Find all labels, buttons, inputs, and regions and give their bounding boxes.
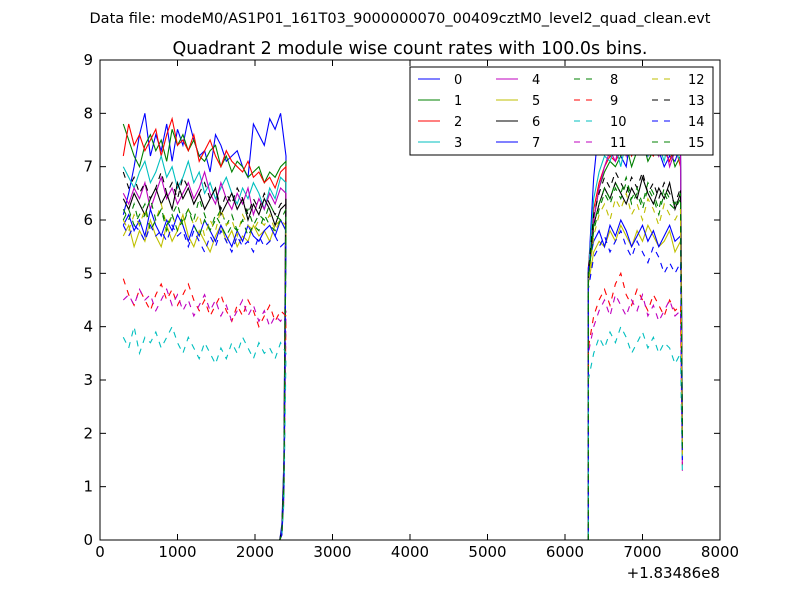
legend-label-13: 13 xyxy=(688,94,705,109)
x-tick-label: 8000 xyxy=(701,543,739,561)
series-layer xyxy=(122,113,683,541)
legend-label-8: 8 xyxy=(610,73,618,88)
series-line-8 xyxy=(122,180,683,541)
legend-label-4: 4 xyxy=(532,73,540,88)
y-tick-label: 9 xyxy=(83,51,93,69)
axis-layer: 0 1000 2000 3000 4000 5000 6000 7000 80000123456… xyxy=(83,51,739,561)
series-line-13 xyxy=(122,170,683,541)
x-tick-label: 4000 xyxy=(391,543,429,561)
chart-title: Quadrant 2 module wise count rates with … xyxy=(173,39,648,59)
y-tick-label: 5 xyxy=(83,264,93,282)
legend-label-7: 7 xyxy=(532,136,540,151)
legend-label-6: 6 xyxy=(532,115,540,130)
legend-label-1: 1 xyxy=(454,94,462,109)
plot-border xyxy=(99,59,721,541)
x-tick-label: 2000 xyxy=(236,543,274,561)
y-tick-label: 8 xyxy=(83,104,93,122)
x-tick-label: 3000 xyxy=(313,543,351,561)
series-line-12 xyxy=(122,191,683,541)
legend-label-0: 0 xyxy=(454,73,462,88)
legend-label-5: 5 xyxy=(532,94,540,109)
series-line-15 xyxy=(122,175,683,541)
series-line-7 xyxy=(122,207,683,541)
legend-label-9: 9 xyxy=(610,94,618,109)
y-tick-label: 1 xyxy=(83,478,93,496)
x-offset-label: +1.83486e8 xyxy=(627,564,720,582)
series-line-9 xyxy=(122,271,683,541)
legend-label-10: 10 xyxy=(610,115,627,130)
series-line-10 xyxy=(122,325,683,541)
y-tick-label: 4 xyxy=(83,318,93,336)
y-tick-label: 7 xyxy=(83,158,93,176)
series-line-11 xyxy=(122,287,683,541)
legend-label-14: 14 xyxy=(688,115,705,130)
y-tick-label: 3 xyxy=(83,371,93,389)
x-tick-label: 5000 xyxy=(468,543,506,561)
x-tick-label: 6000 xyxy=(546,543,584,561)
y-tick-label: 6 xyxy=(83,211,93,229)
series-line-5 xyxy=(122,212,683,541)
series-line-14 xyxy=(122,223,683,541)
legend-box xyxy=(409,66,714,156)
legend-label-12: 12 xyxy=(688,73,705,88)
legend-label-11: 11 xyxy=(610,136,627,151)
x-tick-label: 1000 xyxy=(158,543,196,561)
series-line-6 xyxy=(122,175,683,541)
x-tick-label: 7000 xyxy=(623,543,661,561)
x-tick-label: 0 xyxy=(95,543,105,561)
y-tick-label: 0 xyxy=(83,531,93,549)
y-tick-label: 2 xyxy=(83,424,93,442)
suptitle: Data file: modeM0/AS1P01_161T03_90000000… xyxy=(90,11,711,27)
legend-label-2: 2 xyxy=(454,115,462,130)
legend-label-3: 3 xyxy=(454,136,462,151)
legend-label-15: 15 xyxy=(688,136,705,151)
